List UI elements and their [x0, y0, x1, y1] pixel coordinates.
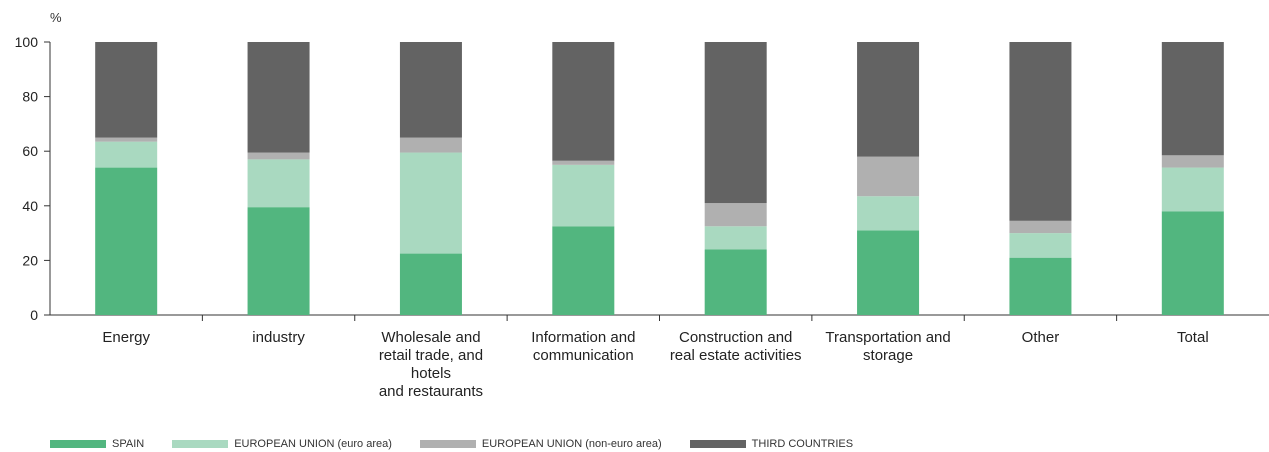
- bars: [95, 42, 1224, 315]
- bar-segment: [1009, 42, 1072, 221]
- x-axis: [50, 314, 1269, 321]
- bar-segment: [1161, 167, 1224, 212]
- bar-segment: [247, 159, 310, 208]
- legend-item: SPAIN: [50, 438, 144, 450]
- y-tick-label: 40: [22, 198, 38, 214]
- x-category-label: Wholesale and retail trade, and hotels and …: [379, 329, 483, 400]
- legend-swatch: [689, 440, 746, 448]
- bar-segment: [247, 42, 310, 153]
- bar-segment: [247, 152, 310, 160]
- bar-segment: [95, 167, 158, 315]
- bar-segment: [552, 164, 615, 227]
- bar-segment: [1161, 42, 1224, 156]
- y-tick-label: 60: [22, 143, 38, 159]
- bar-segment: [704, 226, 767, 250]
- bar-segment: [247, 207, 310, 315]
- x-category-label: Information and communication: [531, 329, 635, 364]
- bar-segment: [399, 253, 462, 315]
- y-tick-label: 20: [22, 252, 38, 268]
- x-axis-labels: Energy industry Wholesale and retail trade,…: [102, 329, 1208, 400]
- legend-swatch: [50, 440, 106, 448]
- bar-segment: [857, 230, 920, 315]
- legend: SPAIN EUROPEAN UNION (euro area) EUROPEAN …: [50, 438, 881, 450]
- legend-label: EUROPEAN UNION (non-euro area): [481, 438, 662, 450]
- legend-label: EUROPEAN UNION (euro area): [234, 438, 392, 450]
- y-tick-label: 100: [15, 34, 39, 50]
- legend-label: SPAIN: [112, 438, 145, 450]
- legend-item: EUROPEAN UNION (non-euro area): [419, 438, 662, 450]
- stacked-bar-chart: % 0 20 40 60 80 100 Energy industry Wholesale a…: [15, 10, 1269, 400]
- bar-segment: [1161, 211, 1224, 315]
- legend-item: EUROPEAN UNION (euro area): [172, 438, 392, 450]
- bar-segment: [1009, 233, 1072, 258]
- bar-segment: [704, 42, 767, 204]
- bar-segment: [399, 152, 462, 254]
- bar-segment: [1161, 155, 1224, 168]
- y-tick-label: 0: [30, 307, 38, 323]
- x-category-label: Energy: [102, 329, 150, 346]
- bar-segment: [1009, 220, 1072, 234]
- x-category-label: Construction and real estate activities: [670, 329, 802, 364]
- x-category-label: Transportation and storage: [825, 329, 950, 364]
- legend-swatch: [419, 440, 476, 448]
- bar-segment: [95, 42, 158, 138]
- bar-segment: [857, 42, 920, 157]
- y-tick-label: 80: [22, 89, 38, 105]
- bar-segment: [704, 249, 767, 315]
- x-category-label: Total: [1177, 329, 1209, 346]
- bar-segment: [857, 196, 920, 231]
- bar-segment: [1009, 257, 1072, 315]
- x-category-label: Other: [1022, 329, 1060, 346]
- x-category-label: industry: [252, 329, 305, 346]
- bar-segment: [857, 156, 920, 197]
- bar-segment: [552, 42, 615, 161]
- legend-swatch: [172, 440, 229, 448]
- legend-item: THIRD COUNTRIES: [689, 438, 854, 450]
- bar-segment: [704, 203, 767, 227]
- bar-segment: [552, 226, 615, 315]
- y-unit-label: %: [50, 10, 62, 25]
- bar-segment: [399, 42, 462, 138]
- bar-segment: [399, 137, 462, 153]
- bar-segment: [552, 160, 615, 165]
- legend-label: THIRD COUNTRIES: [751, 438, 854, 450]
- bar-segment: [95, 137, 158, 142]
- y-axis: 0 20 40 60 80 100: [15, 34, 51, 323]
- bar-segment: [95, 141, 158, 168]
